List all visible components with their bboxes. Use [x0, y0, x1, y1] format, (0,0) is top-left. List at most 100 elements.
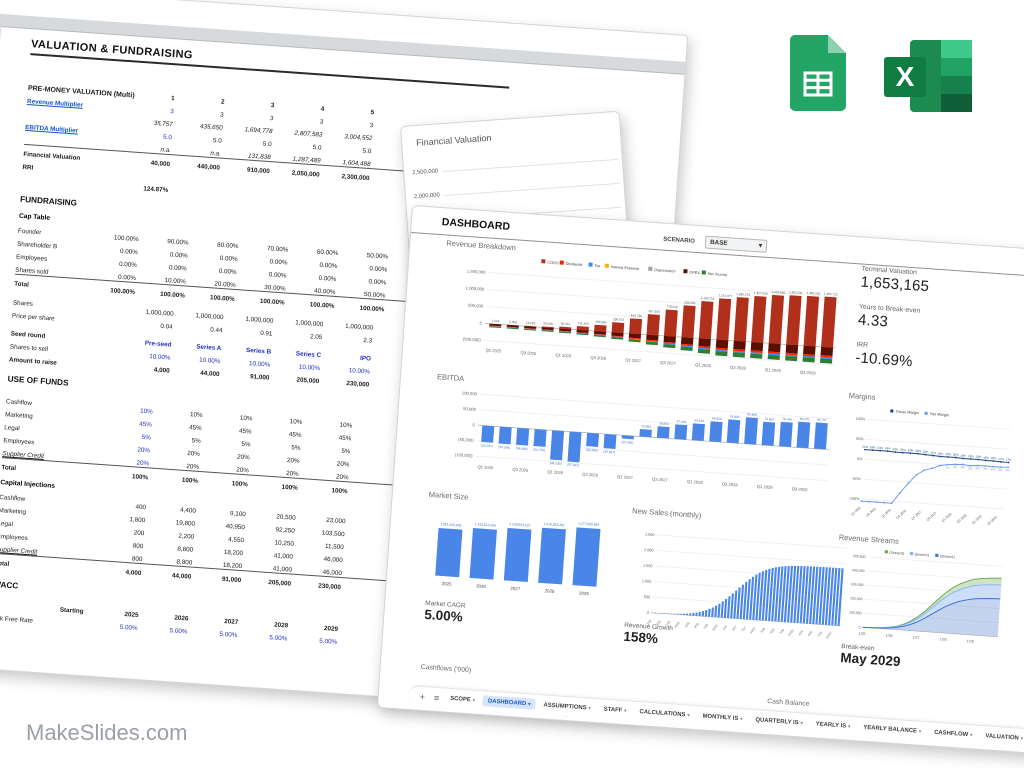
svg-text:Q3 2025: Q3 2025: [520, 350, 537, 356]
svg-text:Q1 2028: Q1 2028: [687, 479, 704, 485]
svg-text:185,894: 185,894: [595, 320, 607, 325]
excel-x-letter: X: [896, 61, 915, 92]
sheet-tab-staff[interactable]: STAFF ▾: [603, 706, 627, 714]
chevron-down-icon: ▾: [1020, 735, 1024, 741]
svg-text:500,000: 500,000: [853, 554, 866, 559]
chevron-down-icon: ▾: [528, 700, 531, 706]
margins-chart: Margins 100% 50% 0% -50% -100% Gross Margin Net…: [840, 391, 1024, 535]
svg-text:Dividends: Dividends: [566, 262, 583, 267]
new-sales-chart: New Sales (monthly) 2,500 2,000 1,500 1,000 5…: [624, 506, 862, 650]
svg-text:60,561: 60,561: [561, 322, 571, 327]
chevron-down-icon: ▾: [624, 707, 627, 713]
svg-text:10/27: 10/27: [749, 626, 757, 634]
axis-tick-row: 2,000,000: [414, 180, 620, 200]
sheet-tab-calculations[interactable]: CALCULATIONS ▾: [639, 708, 690, 718]
svg-text:17%: 17%: [1006, 457, 1012, 461]
sheet-tab-yearly-balance[interactable]: YEARLY BALANCE ▾: [863, 724, 922, 734]
svg-text:1,277,800,945: 1,277,800,945: [578, 521, 599, 526]
axis-tick-row: 2,500,000: [412, 156, 618, 176]
svg-text:Tax: Tax: [594, 264, 600, 268]
chart-svg: 100,000 50,000 0 (50,000) (100,000) (53,197) Q…: [455, 390, 832, 492]
svg-text:17%: 17%: [998, 457, 1004, 461]
svg-text:23,894: 23,894: [641, 424, 651, 429]
sheet-tab-valuation[interactable]: VALUATION ▾: [985, 732, 1024, 742]
svg-text:1/25: 1/25: [646, 619, 653, 626]
sheet-tab-cashflow[interactable]: CASHFLOW ▾: [933, 729, 973, 738]
svg-text:4%: 4%: [983, 467, 988, 471]
svg-text:Interest Expense: Interest Expense: [611, 265, 640, 271]
svg-text:0: 0: [472, 422, 475, 427]
svg-text:445,738: 445,738: [631, 313, 643, 318]
svg-text:Q3 2027: Q3 2027: [652, 476, 669, 482]
dashboard-title: DASHBOARD: [441, 216, 511, 233]
cashflows-chart-title: Cashflows ('000): [420, 663, 472, 675]
sheet-tab-scope[interactable]: SCOPE ▾: [449, 695, 476, 703]
sheet-tab-assumptions[interactable]: ASSUMPTIONS ▾: [543, 701, 591, 711]
chevron-down-icon: ▾: [758, 242, 763, 250]
sheet-tab-yearly-is[interactable]: YEARLY IS ▾: [815, 720, 851, 730]
svg-text:2,000: 2,000: [644, 548, 654, 553]
svg-text:1/29: 1/29: [797, 629, 804, 636]
svg-text:20%: 20%: [945, 452, 951, 456]
svg-text:20%: 20%: [938, 451, 944, 455]
svg-text:4/25: 4/25: [655, 619, 662, 626]
svg-text:50%: 50%: [856, 437, 864, 442]
svg-text:1,452,011: 1,452,011: [789, 290, 803, 295]
svg-text:4%: 4%: [991, 467, 996, 471]
svg-text:(500,000): (500,000): [463, 336, 482, 342]
svg-text:Q3 2026: Q3 2026: [582, 472, 599, 478]
sheet-tab-dashboard[interactable]: DASHBOARD ▾: [482, 695, 536, 710]
svg-text:100,000: 100,000: [462, 390, 478, 396]
svg-text:1/29: 1/29: [967, 639, 974, 643]
svg-text:10/26: 10/26: [711, 623, 719, 631]
svg-text:296,670: 296,670: [613, 317, 625, 322]
svg-text:1/25: 1/25: [858, 632, 865, 636]
svg-text:4/29: 4/29: [807, 630, 814, 637]
kpi-value: 5.00%: [423, 606, 464, 625]
svg-text:4/26: 4/26: [693, 622, 700, 629]
chart-title: Financial Valuation: [415, 132, 492, 148]
svg-text:1,159,003,125: 1,159,003,125: [509, 522, 530, 527]
svg-text:1,423,966: 1,423,966: [771, 290, 785, 295]
svg-text:2027: 2027: [510, 586, 521, 592]
svg-text:24%: 24%: [862, 445, 868, 449]
svg-text:1%: 1%: [945, 465, 950, 469]
cash-balance-chart-title: Cash Balance: [766, 697, 810, 708]
svg-text:19%: 19%: [968, 454, 974, 458]
kpi-revenue-growth: Revenue Growth 158%: [623, 622, 673, 647]
svg-text:(54,356): (54,356): [498, 445, 510, 450]
sheet-tab-quarterly-is[interactable]: QUARTERLY IS ▾: [755, 716, 804, 726]
add-sheet-button[interactable]: +: [419, 691, 426, 702]
cell: 5.00%: [318, 637, 338, 646]
chart-svg: 1,051,250,000 2025 1,103,812,500 2026 1,159,…: [435, 521, 601, 596]
svg-text:100,000: 100,000: [849, 610, 862, 615]
svg-text:Q3 2028: Q3 2028: [956, 513, 968, 524]
svg-text:(54,756): (54,756): [533, 448, 545, 453]
svg-text:1,482,712: 1,482,712: [824, 292, 838, 297]
svg-text:1,216,953,281: 1,216,953,281: [544, 522, 565, 527]
svg-text:18%: 18%: [991, 456, 997, 460]
svg-text:1/28: 1/28: [940, 637, 947, 641]
svg-text:1,468,102: 1,468,102: [806, 291, 820, 296]
all-sheets-menu-icon[interactable]: ≡: [433, 692, 440, 703]
svg-text:85,862: 85,862: [747, 412, 757, 417]
chevron-down-icon: ▾: [969, 731, 973, 737]
svg-text:Q3 2027: Q3 2027: [926, 511, 938, 522]
chart-svg: 1,500,000 1,000,000 500,000 0 (500,000) COGS D…: [463, 259, 840, 376]
chart-svg: 100% 50% 0% -50% -100% Gross Margin Net Margin…: [848, 409, 1012, 526]
svg-text:19%: 19%: [960, 453, 966, 457]
svg-text:47,044: 47,044: [677, 419, 687, 424]
svg-text:Q1 2029: Q1 2029: [971, 514, 983, 525]
revenue-streams-chart: Revenue Streams 500,000 400,000 300,000 200,…: [831, 533, 1020, 657]
svg-text:54,133: 54,133: [694, 418, 704, 423]
svg-text:1,000: 1,000: [642, 579, 652, 584]
svg-text:23%: 23%: [908, 448, 914, 452]
svg-text:Q1 2027: Q1 2027: [625, 357, 642, 363]
svg-text:2026: 2026: [476, 583, 487, 589]
sheet-tab-monthly-is[interactable]: MONTHLY IS ▾: [702, 713, 743, 722]
svg-text:24%: 24%: [877, 446, 883, 450]
svg-text:(43,296): (43,296): [586, 448, 598, 453]
kpi-breakeven: Break-even May 2029: [840, 643, 901, 669]
scenario-dropdown[interactable]: BASE ▾: [704, 235, 768, 253]
svg-text:Q1 2026: Q1 2026: [880, 508, 892, 519]
